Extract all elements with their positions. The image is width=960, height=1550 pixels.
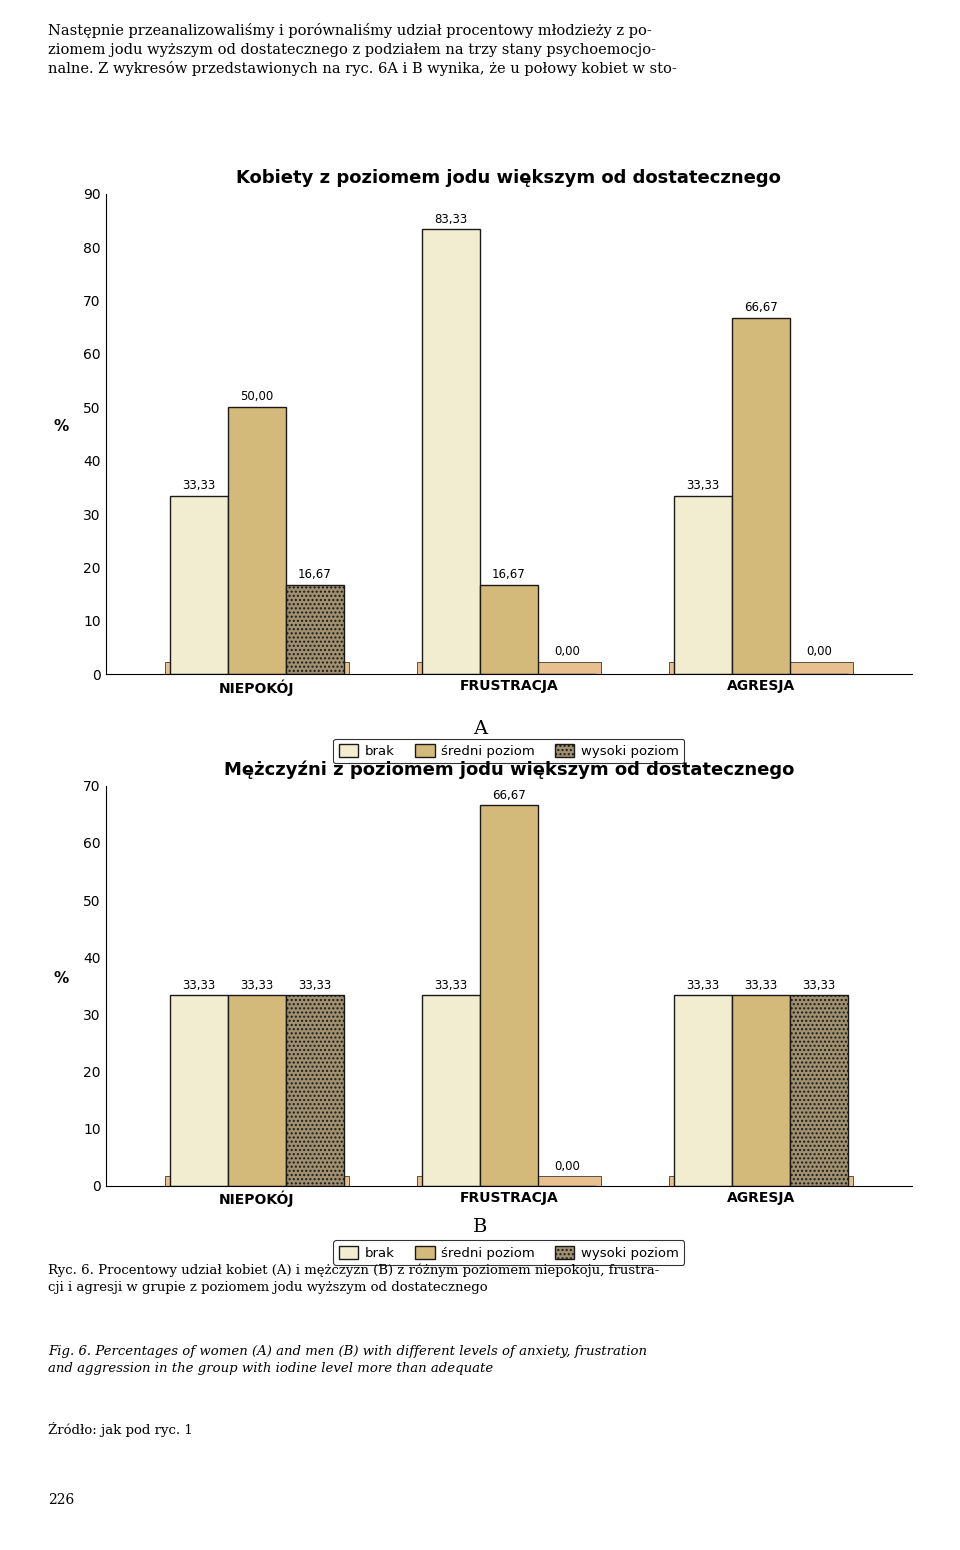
Text: 83,33: 83,33 [434,212,468,225]
Bar [228,995,286,1186]
Bar [790,995,848,1186]
Bar [286,995,344,1186]
Bar [165,662,348,674]
Bar [170,995,228,1186]
Bar [417,1176,601,1186]
Text: 33,33: 33,33 [803,980,835,992]
Y-axis label: %: % [54,970,69,986]
Text: 0,00: 0,00 [554,645,580,659]
Title: Kobiety z poziomem jodu większym od dostatecznego: Kobiety z poziomem jodu większym od dost… [236,169,781,186]
Text: 33,33: 33,33 [686,980,719,992]
Bar [732,995,790,1186]
Text: 33,33: 33,33 [182,479,215,493]
Text: 50,00: 50,00 [240,391,274,403]
Bar [732,318,790,674]
Text: A: A [473,719,487,738]
Bar [286,586,344,674]
Text: 0,00: 0,00 [805,645,831,659]
Text: 33,33: 33,33 [240,980,274,992]
Legend: brak, średni poziom, wysoki poziom: brak, średni poziom, wysoki poziom [333,1240,684,1265]
Bar [674,496,732,674]
Text: 16,67: 16,67 [492,569,526,581]
Legend: brak, średni poziom, wysoki poziom: brak, średni poziom, wysoki poziom [333,738,684,763]
Text: 33,33: 33,33 [299,980,331,992]
Bar [480,804,538,1186]
Text: Fig. 6. Percentages of women (A) and men (B) with different levels of anxiety, f: Fig. 6. Percentages of women (A) and men… [48,1344,647,1375]
Text: B: B [473,1218,487,1235]
Bar [480,586,538,674]
Text: Źródło: jak pod ryc. 1: Źródło: jak pod ryc. 1 [48,1423,193,1437]
Text: 226: 226 [48,1493,74,1507]
Bar [228,408,286,674]
Bar [669,662,852,674]
Bar [421,229,480,674]
Bar [669,1176,852,1186]
Y-axis label: %: % [54,418,69,434]
Text: 33,33: 33,33 [182,980,215,992]
Text: 16,67: 16,67 [298,569,331,581]
Bar [674,995,732,1186]
Text: 0,00: 0,00 [554,1159,580,1172]
Bar [165,1176,348,1186]
Text: 66,67: 66,67 [744,301,778,315]
Bar [170,496,228,674]
Title: Mężczyźni z poziomem jodu większym od dostatecznego: Mężczyźni z poziomem jodu większym od do… [224,760,794,778]
Text: 33,33: 33,33 [744,980,778,992]
Bar [421,995,480,1186]
Text: Następnie przeanalizowaliśmy i porównaliśmy udział procentowy młodzieży z po-
zi: Następnie przeanalizowaliśmy i porównali… [48,23,677,76]
Text: 33,33: 33,33 [686,479,719,493]
Text: 66,67: 66,67 [492,789,526,801]
Text: Ryc. 6. Procentowy udział kobiet (A) i mężczyzn (B) z różnym poziomem niepokoju,: Ryc. 6. Procentowy udział kobiet (A) i m… [48,1263,660,1294]
Bar [417,662,601,674]
Text: 33,33: 33,33 [434,980,468,992]
